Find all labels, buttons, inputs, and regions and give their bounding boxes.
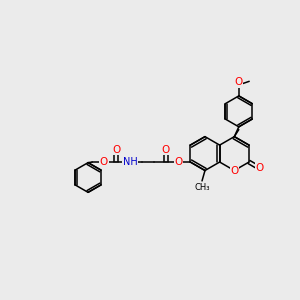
Text: O: O — [100, 157, 108, 167]
Text: O: O — [112, 145, 120, 154]
Text: O: O — [230, 167, 238, 176]
Text: O: O — [174, 157, 183, 167]
Text: NH: NH — [123, 157, 138, 167]
Text: O: O — [234, 77, 242, 87]
Text: O: O — [162, 145, 170, 154]
Text: O: O — [255, 163, 263, 173]
Text: CH₃: CH₃ — [194, 183, 210, 192]
